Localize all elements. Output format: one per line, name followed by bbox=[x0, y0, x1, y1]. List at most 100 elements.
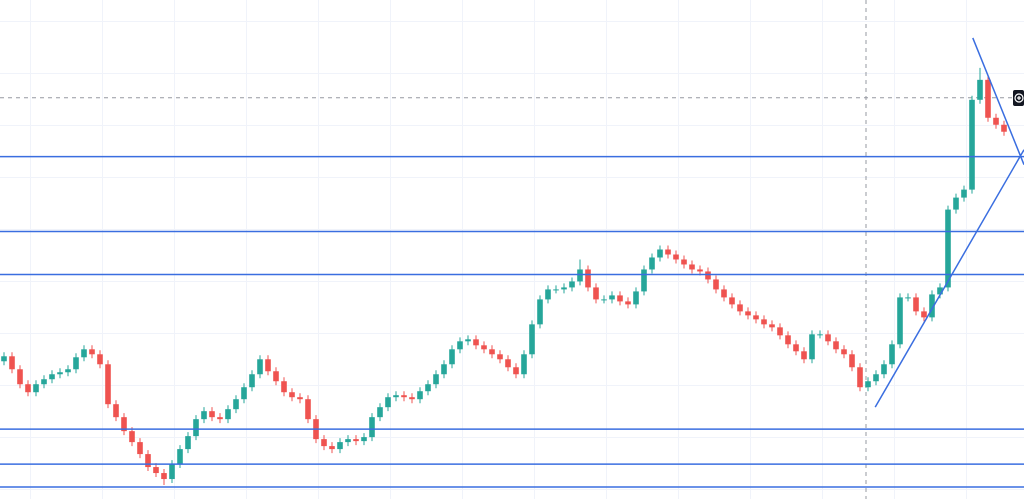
candle-body bbox=[801, 351, 807, 360]
candle-body bbox=[393, 395, 399, 398]
candle-body bbox=[601, 299, 607, 301]
candle-body bbox=[553, 289, 559, 291]
candle-body bbox=[345, 439, 351, 443]
candle-body bbox=[481, 345, 487, 350]
candle-body bbox=[1001, 124, 1007, 132]
candle-body bbox=[729, 297, 735, 305]
candle-body bbox=[9, 356, 15, 370]
candle-body bbox=[57, 372, 63, 375]
candle-body bbox=[809, 334, 815, 360]
candle-body bbox=[905, 297, 911, 299]
candle-body bbox=[961, 189, 967, 198]
candle-body bbox=[657, 249, 663, 258]
candle-body bbox=[993, 117, 999, 125]
candle-body bbox=[281, 381, 287, 393]
candle-body bbox=[185, 436, 191, 450]
candle-body bbox=[249, 374, 255, 388]
candle-body bbox=[937, 287, 943, 295]
candle-body bbox=[921, 311, 927, 318]
candle-body bbox=[713, 279, 719, 290]
candle-body bbox=[521, 354, 527, 375]
candle-body bbox=[121, 417, 127, 432]
candle-body bbox=[153, 467, 159, 474]
candle-body bbox=[49, 374, 55, 380]
candle-body bbox=[721, 289, 727, 298]
candle-body bbox=[97, 354, 103, 365]
candle-body bbox=[401, 395, 407, 398]
candle-body bbox=[561, 287, 567, 290]
candle-body bbox=[25, 384, 31, 393]
candle-body bbox=[681, 259, 687, 265]
candle-body bbox=[761, 319, 767, 325]
candle-body bbox=[273, 371, 279, 382]
candle-body bbox=[417, 391, 423, 400]
candle-body bbox=[753, 315, 759, 320]
candle-body bbox=[825, 334, 831, 342]
candle-body bbox=[969, 99, 975, 190]
candle-body bbox=[697, 269, 703, 272]
candle-body bbox=[673, 254, 679, 260]
candle-body bbox=[201, 411, 207, 420]
candle-body bbox=[385, 397, 391, 408]
candle-body bbox=[665, 249, 671, 255]
candle-body bbox=[849, 354, 855, 368]
candle-body bbox=[833, 341, 839, 350]
price-marker-button[interactable] bbox=[1013, 90, 1024, 106]
candle-body bbox=[537, 299, 543, 325]
candle-body bbox=[457, 341, 463, 350]
candle-body bbox=[865, 381, 871, 388]
candle-body bbox=[425, 384, 431, 392]
candle-body bbox=[497, 354, 503, 360]
candle-body bbox=[777, 327, 783, 336]
candle-body bbox=[209, 411, 215, 418]
candle-body bbox=[33, 384, 39, 393]
candle-body bbox=[265, 359, 271, 372]
candle-body bbox=[745, 311, 751, 316]
candle-body bbox=[369, 417, 375, 438]
candle-body bbox=[689, 264, 695, 270]
candle-body bbox=[113, 404, 119, 418]
candle-body bbox=[65, 369, 71, 373]
candle-body bbox=[489, 349, 495, 355]
candle-body bbox=[329, 446, 335, 450]
candle-body bbox=[881, 364, 887, 375]
candle-body bbox=[577, 269, 583, 282]
candle-body bbox=[841, 349, 847, 355]
candle-body bbox=[409, 397, 415, 400]
candle-body bbox=[625, 301, 631, 305]
candle-body bbox=[17, 369, 23, 385]
candle-body bbox=[1, 356, 7, 362]
candle-body bbox=[289, 392, 295, 398]
candle-body bbox=[137, 442, 143, 455]
candle-body bbox=[633, 291, 639, 305]
candle-body bbox=[889, 344, 895, 365]
candle-body bbox=[609, 295, 615, 300]
candle-body bbox=[737, 304, 743, 312]
candle-body bbox=[793, 344, 799, 352]
candle-body bbox=[441, 364, 447, 375]
candle-body bbox=[225, 409, 231, 420]
candle-body bbox=[81, 349, 87, 358]
candle-body bbox=[177, 449, 183, 465]
candle-body bbox=[161, 473, 167, 480]
candle-body bbox=[897, 297, 903, 345]
candle-body bbox=[785, 335, 791, 345]
trend-line bbox=[874, 149, 1024, 408]
candle-body bbox=[217, 417, 223, 420]
candle-body bbox=[257, 359, 263, 375]
candle-body bbox=[505, 359, 511, 368]
candle-body bbox=[41, 379, 47, 385]
trend-line bbox=[972, 37, 1024, 165]
candle-body bbox=[545, 289, 551, 300]
candle-body bbox=[449, 349, 455, 365]
candle-body bbox=[617, 295, 623, 302]
candle-body bbox=[985, 79, 991, 118]
candle-body bbox=[929, 294, 935, 318]
candle-body bbox=[241, 387, 247, 400]
candle-body bbox=[169, 464, 175, 480]
candle-body bbox=[305, 399, 311, 420]
candle-body bbox=[817, 334, 823, 336]
